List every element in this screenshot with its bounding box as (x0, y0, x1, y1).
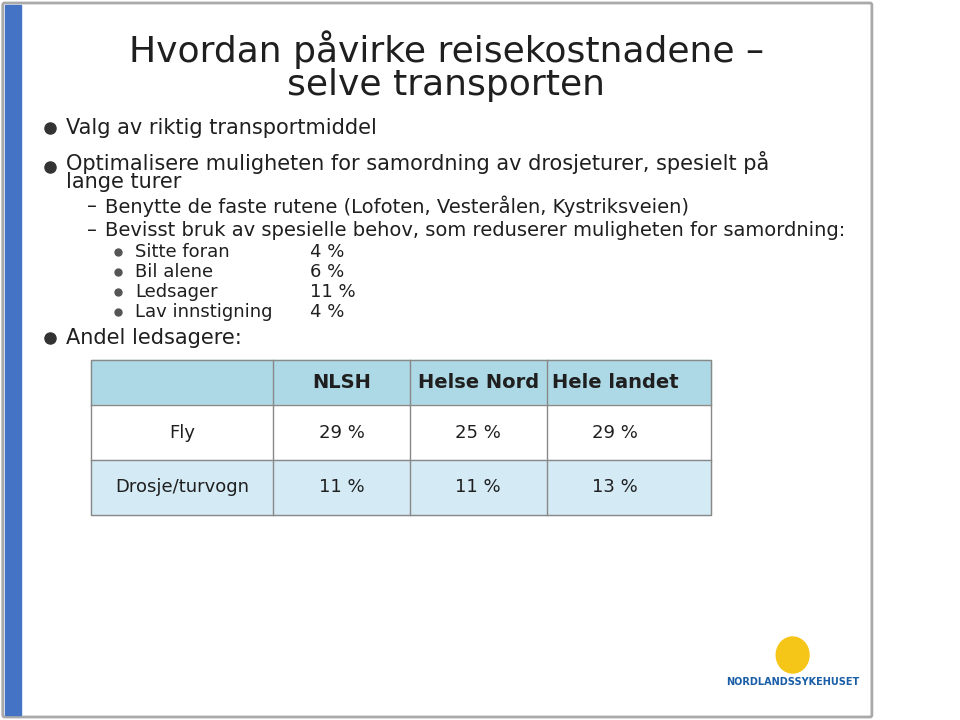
Text: Valg av riktig transportmiddel: Valg av riktig transportmiddel (65, 118, 376, 138)
Text: 29 %: 29 % (319, 423, 365, 441)
Text: 6 %: 6 % (310, 263, 344, 281)
Text: 13 %: 13 % (592, 479, 637, 497)
Text: 4 %: 4 % (310, 243, 344, 261)
Circle shape (777, 637, 809, 673)
Text: 11 %: 11 % (455, 479, 501, 497)
Text: 11 %: 11 % (310, 283, 355, 301)
Text: –: – (86, 197, 96, 215)
Bar (91, 360, 710, 515)
Text: Benytte de faste rutene (Lofoten, Vesterålen, Kystriksveien): Benytte de faste rutene (Lofoten, Vester… (105, 195, 688, 217)
Text: selve transporten: selve transporten (287, 68, 606, 102)
Text: Ledsager: Ledsager (134, 283, 218, 301)
Text: Bevisst bruk av spesielle behov, som reduserer muligheten for samordning:: Bevisst bruk av spesielle behov, som red… (105, 220, 845, 240)
Text: Hvordan påvirke reisekostnadene –: Hvordan påvirke reisekostnadene – (129, 31, 764, 69)
Text: 29 %: 29 % (592, 423, 637, 441)
Text: 11 %: 11 % (319, 479, 365, 497)
Text: 4 %: 4 % (310, 303, 344, 321)
Text: Sitte foran: Sitte foran (134, 243, 229, 261)
Text: Hele landet: Hele landet (552, 373, 679, 392)
Text: Helse Nord: Helse Nord (418, 373, 539, 392)
Text: NLSH: NLSH (312, 373, 372, 392)
FancyBboxPatch shape (3, 3, 872, 717)
Text: NORDLANDSSYKEHUSET: NORDLANDSSYKEHUSET (726, 677, 859, 687)
Text: –: – (86, 220, 96, 240)
Text: Bil alene: Bil alene (134, 263, 213, 281)
Bar (91, 460, 710, 515)
Bar (91, 405, 710, 460)
Text: Andel ledsagere:: Andel ledsagere: (65, 328, 241, 348)
Bar (5, 5, 21, 715)
Text: Drosje/turvogn: Drosje/turvogn (115, 479, 250, 497)
Text: 25 %: 25 % (455, 423, 501, 441)
Text: Fly: Fly (169, 423, 195, 441)
Bar (91, 360, 710, 405)
Text: lange turer: lange turer (65, 172, 181, 192)
Text: Lav innstigning: Lav innstigning (134, 303, 273, 321)
Text: Optimalisere muligheten for samordning av drosjeturer, spesielt på: Optimalisere muligheten for samordning a… (65, 150, 769, 174)
